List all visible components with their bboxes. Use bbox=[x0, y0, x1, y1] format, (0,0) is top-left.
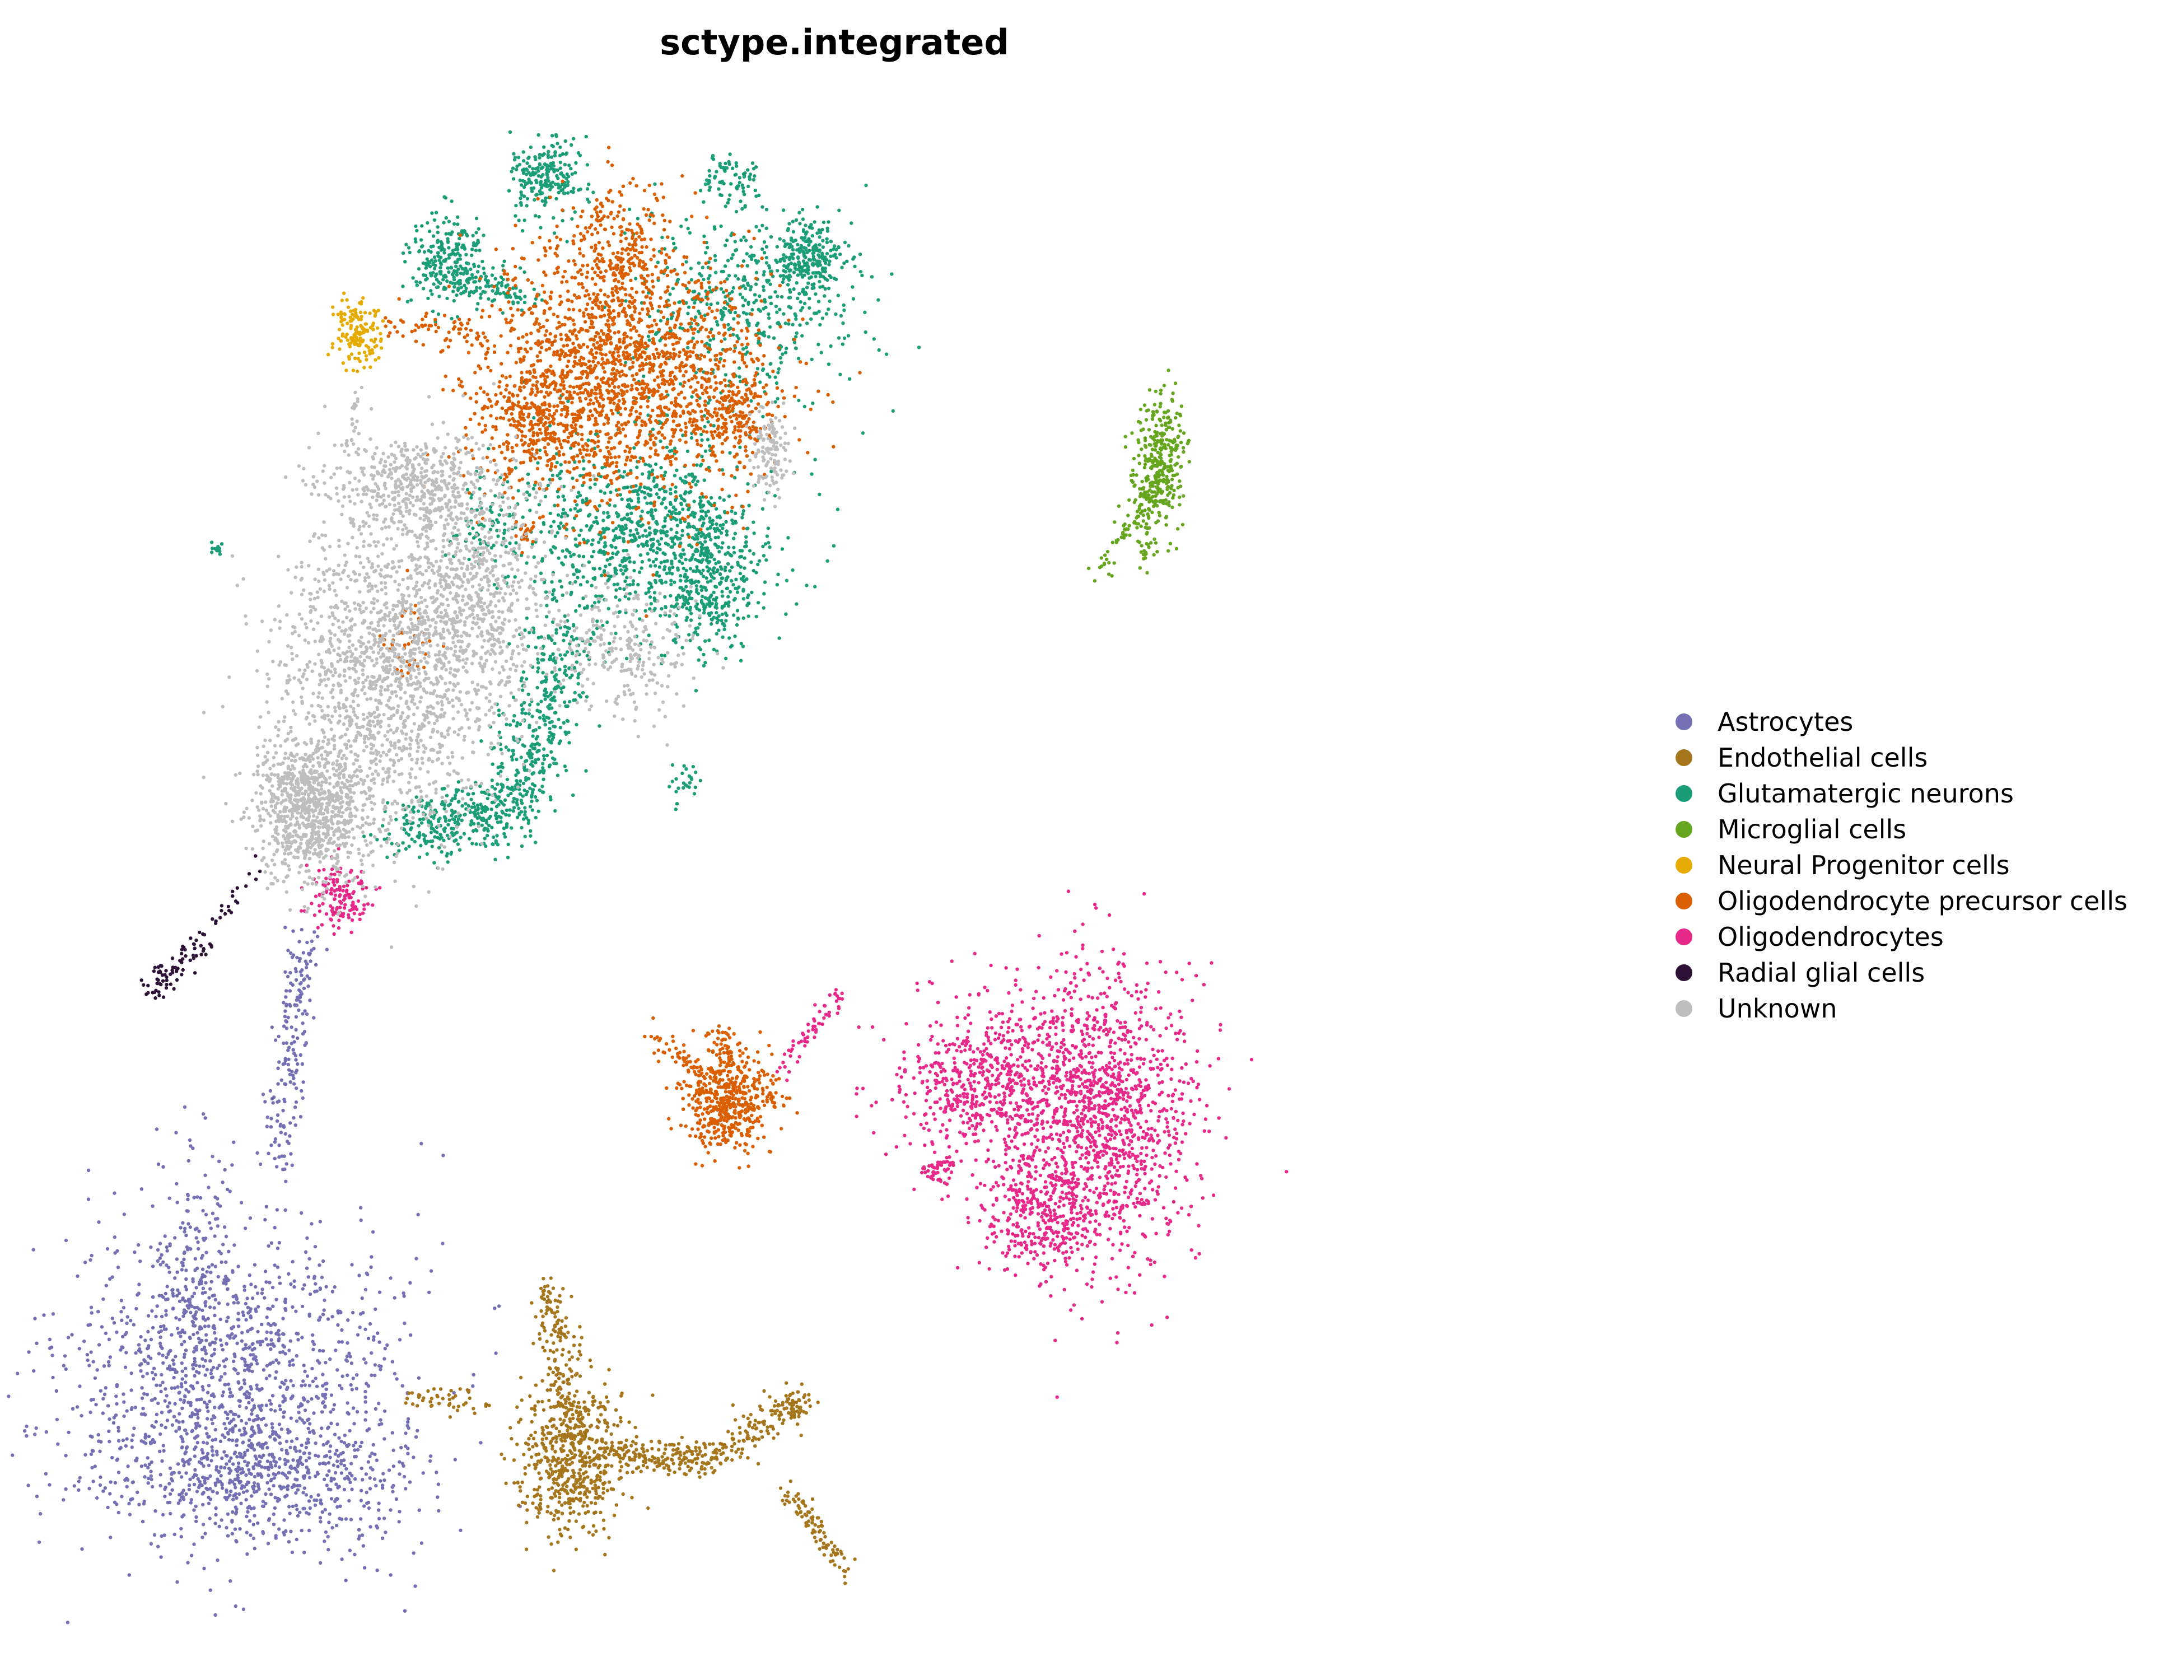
legend: Astrocytes Endothelial cells Glutamatergic… bbox=[1676, 707, 2127, 1024]
scatter-points bbox=[378, 146, 862, 1170]
legend-item: Neural Progenitor cells bbox=[1676, 850, 2010, 880]
series-oligodendrocyte-precursor-cells bbox=[378, 146, 862, 1170]
legend-item: Glutamatergic neurons bbox=[1676, 778, 2014, 809]
series-glutamatergic-neurons bbox=[209, 130, 921, 870]
legend-item: Oligodendrocytes bbox=[1676, 922, 1944, 952]
legend-label: Glutamatergic neurons bbox=[1718, 778, 2014, 809]
legend-item: Microglial cells bbox=[1676, 814, 1906, 844]
legend-label: Astrocytes bbox=[1718, 707, 1853, 737]
scatter-points bbox=[326, 291, 385, 374]
series-neural-progenitor-cells bbox=[326, 291, 385, 374]
series-endothelial-cells bbox=[404, 1276, 857, 1585]
scatter-points bbox=[404, 1276, 857, 1585]
legend-marker bbox=[1676, 928, 1692, 945]
legend-marker bbox=[1676, 749, 1692, 766]
scatter-points bbox=[202, 382, 797, 949]
chart-title: sctype.integrated bbox=[660, 22, 1009, 63]
legend-item: Unknown bbox=[1676, 993, 1837, 1024]
series-microglial-cells bbox=[1086, 368, 1191, 583]
series-radial-glial-cells bbox=[139, 854, 262, 1000]
legend-marker bbox=[1676, 964, 1692, 981]
series-astrocytes bbox=[7, 925, 522, 1625]
legend-marker bbox=[1676, 713, 1692, 730]
plot-area bbox=[7, 130, 1289, 1625]
legend-item: Oligodendrocyte precursor cells bbox=[1676, 886, 2127, 916]
legend-label: Neural Progenitor cells bbox=[1718, 850, 2010, 880]
legend-label: Microglial cells bbox=[1718, 814, 1906, 844]
scatter-points bbox=[139, 854, 262, 1000]
legend-marker bbox=[1676, 893, 1692, 909]
scatter-points bbox=[7, 925, 522, 1625]
scatter-points bbox=[209, 130, 921, 870]
legend-marker bbox=[1676, 821, 1692, 838]
legend-label: Unknown bbox=[1718, 993, 1837, 1024]
legend-label: Radial glial cells bbox=[1718, 958, 1925, 988]
legend-marker bbox=[1676, 1000, 1692, 1017]
legend-item: Astrocytes bbox=[1676, 707, 1853, 737]
legend-label: Endothelial cells bbox=[1718, 743, 1928, 773]
legend-label: Oligodendrocytes bbox=[1718, 922, 1944, 952]
legend-item: Radial glial cells bbox=[1676, 958, 1925, 988]
legend-item: Endothelial cells bbox=[1676, 743, 1928, 773]
legend-label: Oligodendrocyte precursor cells bbox=[1718, 886, 2127, 916]
legend-marker bbox=[1676, 857, 1692, 874]
legend-marker bbox=[1676, 785, 1692, 802]
scatter-points bbox=[299, 847, 1289, 1399]
series-oligodendrocytes bbox=[299, 847, 1289, 1399]
series-unknown bbox=[202, 382, 797, 949]
scatter-points bbox=[1086, 368, 1191, 583]
